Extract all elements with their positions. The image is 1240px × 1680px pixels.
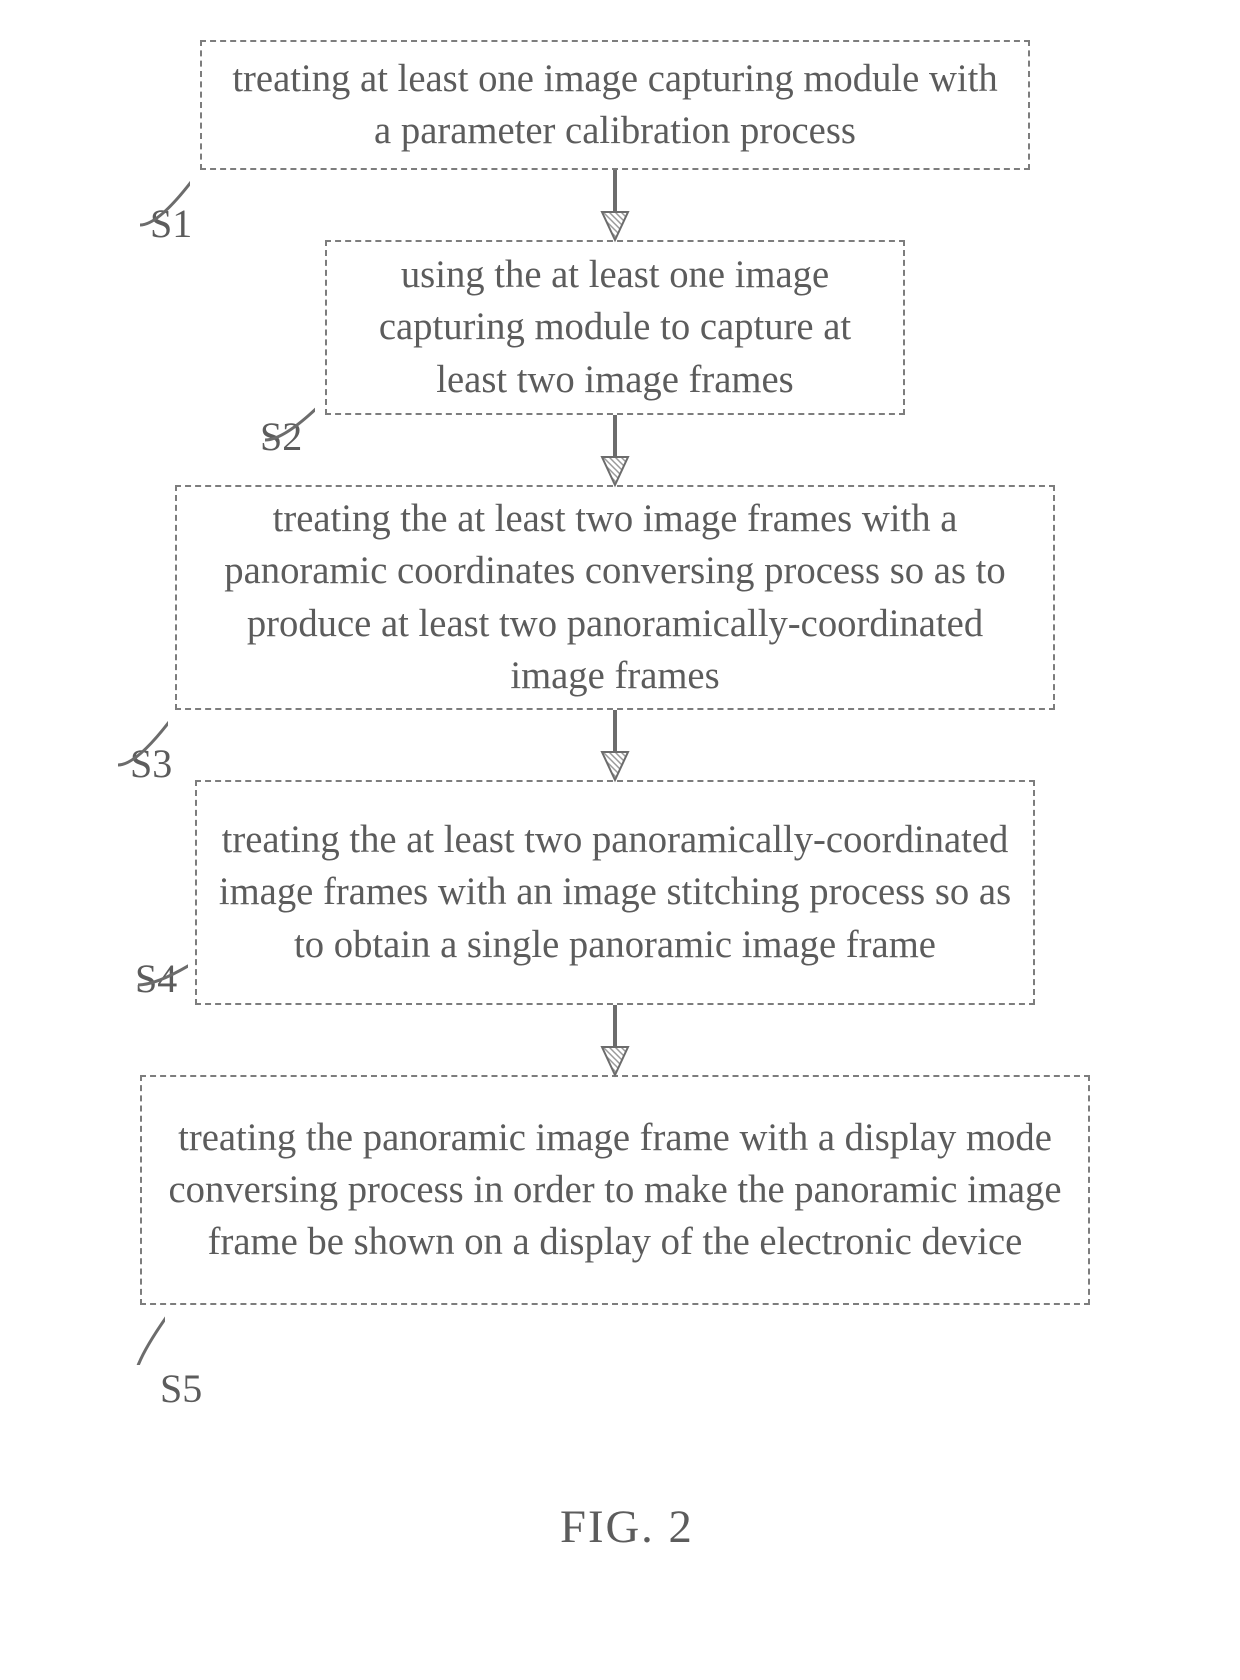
- flow-step-label-s4: S4: [135, 955, 177, 1002]
- flow-step-label-s1: S1: [150, 200, 192, 247]
- flow-arrow-4: [585, 1005, 645, 1079]
- flow-step-text: treating the panoramic image frame with …: [160, 1112, 1070, 1269]
- flow-step-s4: treating the at least two panoramically-…: [195, 780, 1035, 1005]
- label-connector-s5: [75, 1305, 165, 1365]
- flow-step-label-s2: S2: [260, 413, 302, 460]
- flow-arrow-3: [585, 710, 645, 784]
- flow-arrow-2: [585, 415, 645, 489]
- flow-step-s1: treating at least one image capturing mo…: [200, 40, 1030, 170]
- flow-step-text: treating at least one image capturing mo…: [220, 53, 1010, 157]
- flow-step-text: treating the at least two panoramically-…: [215, 814, 1015, 971]
- flowchart-canvas: treating at least one image capturing mo…: [0, 0, 1240, 1680]
- flow-step-label-s5: S5: [160, 1365, 202, 1412]
- flow-step-text: using the at least one image capturing m…: [345, 249, 885, 406]
- flow-step-s3: treating the at least two image frames w…: [175, 485, 1055, 710]
- flow-step-label-s3: S3: [130, 740, 172, 787]
- figure-caption: FIG. 2: [560, 1500, 694, 1554]
- flow-step-text: treating the at least two image frames w…: [195, 493, 1035, 702]
- flow-step-s2: using the at least one image capturing m…: [325, 240, 905, 415]
- flow-step-s5: treating the panoramic image frame with …: [140, 1075, 1090, 1305]
- flow-arrow-1: [585, 170, 645, 244]
